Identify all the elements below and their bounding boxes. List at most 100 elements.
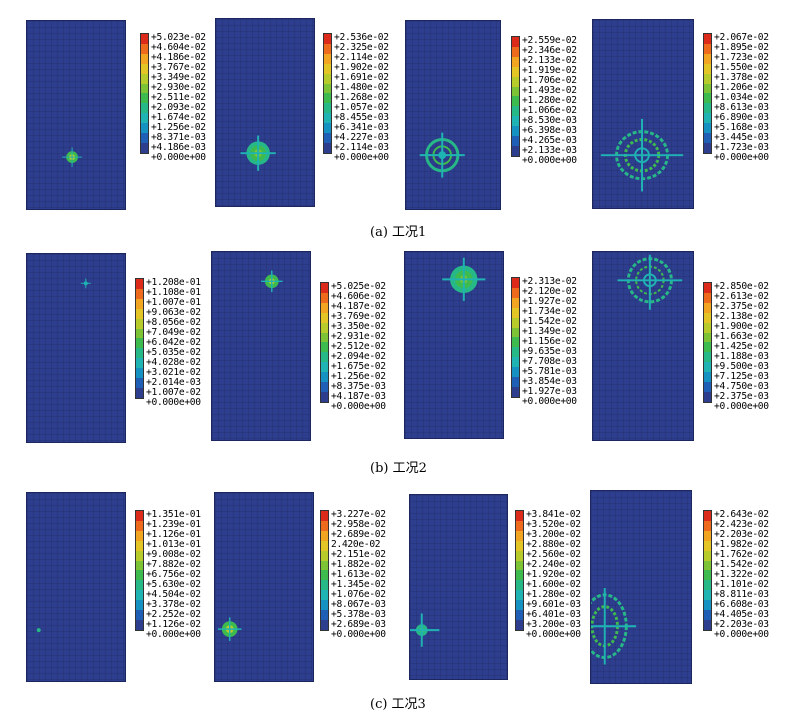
- legend-label: +8.530e-03: [522, 115, 577, 126]
- legend-label: +1.425e-02: [714, 341, 769, 352]
- legend-swatch: [704, 560, 711, 571]
- legend-label: +1.706e-02: [522, 75, 577, 86]
- legend-swatch: [321, 600, 328, 611]
- legend-label: +1.378e-02: [714, 72, 769, 83]
- legend-swatch: [512, 46, 519, 57]
- legend-swatch: [321, 332, 328, 343]
- legend-label: +2.536e-02: [334, 32, 389, 43]
- legend-swatch: [512, 56, 519, 67]
- legend-swatch: [321, 530, 328, 541]
- legend-label: +1.057e-02: [334, 102, 389, 113]
- legend-label: +1.188e-03: [714, 351, 769, 362]
- legend-label: +9.601e-03: [526, 599, 581, 610]
- legend-label: +2.689e-02: [331, 529, 386, 540]
- legend-label: +1.007e-01: [146, 297, 201, 308]
- damage-spot: [600, 118, 684, 192]
- legend-label: +1.256e-02: [331, 371, 386, 382]
- legend-colorbar: [511, 36, 520, 157]
- legend-swatch: [704, 312, 711, 323]
- legend-label: +2.252e-02: [146, 609, 201, 620]
- legend-swatch: [324, 93, 331, 104]
- legend-label: +1.268e-02: [334, 92, 389, 103]
- legend-label: +1.675e-02: [331, 361, 386, 372]
- legend-swatch: [704, 352, 711, 363]
- legend-swatch: [141, 43, 148, 54]
- legend-label: +1.882e-02: [331, 559, 386, 570]
- damage-spot: [80, 278, 91, 289]
- legend-swatch: [704, 34, 711, 44]
- legend-label: +8.371e-03: [151, 132, 206, 143]
- legend-swatch: [136, 387, 143, 398]
- legend-swatch: [512, 136, 519, 146]
- legend-colorbar: [320, 282, 329, 403]
- damage-spot: [617, 254, 683, 310]
- legend-swatch: [704, 133, 711, 143]
- legend-label: +8.455e-03: [334, 112, 389, 123]
- legend-label: +4.187e-02: [331, 301, 386, 312]
- legend-swatch: [141, 73, 148, 84]
- legend-swatch: [136, 348, 143, 359]
- legend-swatch: [512, 357, 519, 368]
- legend-swatch: [512, 106, 519, 117]
- legend-swatch: [136, 328, 143, 339]
- legend-label: +1.066e-02: [522, 105, 577, 116]
- legend-swatch: [512, 287, 519, 298]
- legend-label: +1.345e-02: [331, 579, 386, 590]
- legend-swatch: [704, 570, 711, 581]
- legend-label: +0.000e+00: [151, 152, 206, 163]
- damage-spot: [217, 617, 242, 641]
- legend-swatch: [516, 570, 523, 581]
- legend-label: +3.767e-02: [151, 62, 206, 73]
- legend-label: +1.691e-02: [334, 72, 389, 83]
- legend-label: +1.674e-02: [151, 112, 206, 123]
- legend-label: +3.200e-02: [526, 529, 581, 540]
- legend-swatch: [321, 312, 328, 323]
- legend-swatch: [516, 619, 523, 630]
- legend-swatch: [704, 550, 711, 561]
- legend-label: +7.882e-02: [146, 559, 201, 570]
- legend-swatch: [516, 560, 523, 571]
- legend-label: +1.927e-02: [522, 296, 577, 307]
- legend-swatch: [136, 288, 143, 299]
- legend-label: +9.500e-03: [714, 361, 769, 372]
- legend-swatch: [321, 580, 328, 591]
- legend-label: +6.042e-02: [146, 337, 201, 348]
- legend-colorbar: [135, 278, 144, 399]
- legend-label: +0.000e+00: [334, 152, 389, 163]
- legend-label: +1.126e-01: [146, 529, 201, 540]
- legend-swatch: [512, 86, 519, 97]
- legend-swatch: [136, 279, 143, 289]
- legend-swatch: [136, 520, 143, 531]
- legend-label: +5.781e-03: [522, 366, 577, 377]
- legend-label: +9.635e-03: [522, 346, 577, 357]
- contour-plate: [405, 20, 501, 210]
- legend-swatch: [324, 123, 331, 134]
- legend-swatch: [704, 73, 711, 84]
- legend-label: +1.920e-02: [526, 569, 581, 580]
- legend-label: +3.769e-02: [331, 311, 386, 322]
- legend-label: +0.000e+00: [714, 152, 769, 163]
- legend-label: +2.931e-02: [331, 331, 386, 342]
- legend-label: +2.133e-02: [522, 55, 577, 66]
- legend-swatch: [704, 123, 711, 134]
- legend-swatch: [136, 570, 143, 581]
- legend-label: +1.723e-03: [714, 142, 769, 153]
- legend-swatch: [516, 550, 523, 561]
- legend-label: +2.930e-02: [151, 82, 206, 93]
- legend-label: +1.280e-02: [522, 95, 577, 106]
- legend-label: +3.854e-03: [522, 376, 577, 387]
- legend-swatch: [141, 34, 148, 44]
- legend-swatch: [324, 113, 331, 124]
- legend-swatch: [704, 292, 711, 303]
- legend-colorbar: [320, 510, 329, 631]
- legend-swatch: [141, 142, 148, 153]
- legend-swatch: [516, 590, 523, 601]
- legend-swatch: [321, 619, 328, 630]
- legend-label: +1.208e-01: [146, 277, 201, 288]
- legend-label: +2.014e-03: [146, 377, 201, 388]
- legend-label: +0.000e+00: [146, 397, 201, 408]
- legend-swatch: [704, 83, 711, 94]
- legend-swatch: [141, 133, 148, 143]
- legend-swatch: [136, 358, 143, 369]
